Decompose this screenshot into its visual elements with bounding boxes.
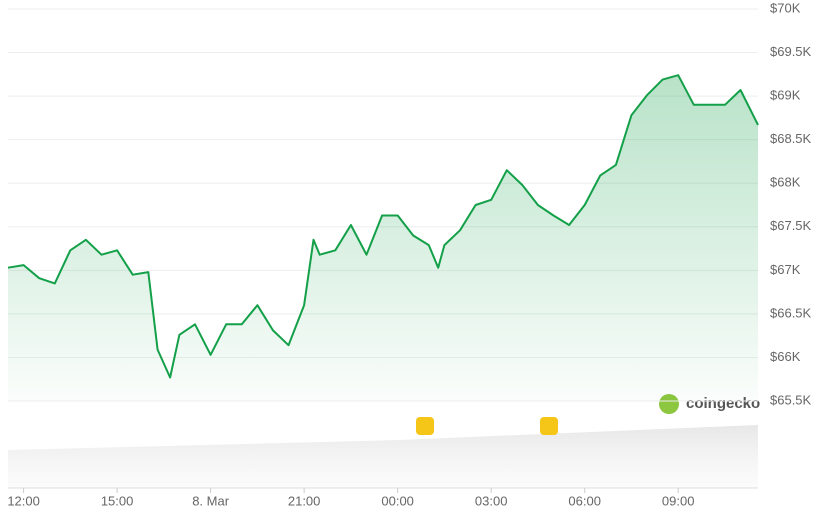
y-tick-label: $68K (770, 175, 801, 190)
y-tick-label: $66.5K (770, 305, 812, 320)
y-tick-label: $66K (770, 349, 801, 364)
price-line (7, 74, 759, 379)
y-tick-label: $69.5K (770, 44, 812, 59)
volume-band (8, 425, 758, 488)
x-tick-label: 12:00 (7, 493, 40, 508)
y-tick-label: $67K (770, 262, 801, 277)
y-tick-label: $69K (770, 88, 801, 103)
x-tick-label: 8. Mar (192, 493, 230, 508)
y-tick-label: $70K (770, 0, 801, 15)
y-tick-label: $65.5K (770, 392, 812, 407)
y-tick-label: $68.5K (770, 131, 812, 146)
y-tick-label: $67.5K (770, 218, 812, 233)
event-marker (416, 417, 434, 435)
x-tick-label: 00:00 (381, 493, 414, 508)
x-tick-label: 15:00 (101, 493, 134, 508)
x-tick-label: 03:00 (475, 493, 508, 508)
price-area (8, 75, 758, 401)
x-tick-label: 06:00 (568, 493, 601, 508)
event-marker (540, 417, 558, 435)
x-tick-label: 09:00 (662, 493, 695, 508)
x-tick-label: 21:00 (288, 493, 321, 508)
